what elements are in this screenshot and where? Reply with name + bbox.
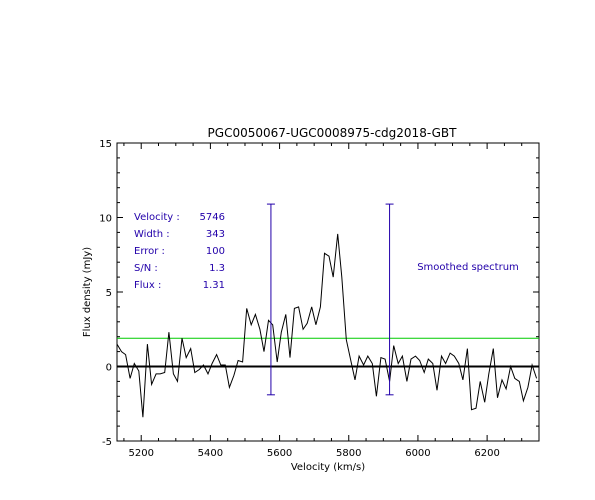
- spectrum-line: [116, 233, 538, 418]
- spectrum-series: [116, 233, 538, 418]
- x-tick-label: 6200: [474, 448, 499, 459]
- velocity-markers: [266, 203, 394, 396]
- chart-title: PGC0050067-UGC0008975-cdg2018-GBT: [208, 126, 458, 140]
- x-tick-label: 5800: [336, 448, 361, 459]
- stats-panel: Velocity : 5746 Width : 343 Error : 100 S/N : 1…: [134, 212, 225, 291]
- stat-value: 343: [206, 229, 225, 240]
- x-axis-label: Velocity (km/s): [291, 462, 365, 473]
- y-tick-label: 5: [106, 288, 112, 299]
- y-tick-label: 10: [99, 214, 112, 225]
- axis-ticks: 5200 5400 5600 5800 6000 6200 -5 0 5 10 15: [99, 139, 540, 459]
- stat-label: Width :: [134, 229, 170, 240]
- stat-value: 100: [206, 246, 225, 257]
- plot-frame: [116, 142, 540, 442]
- smoothed-spectrum-label: Smoothed spectrum: [417, 262, 519, 273]
- x-tick-label: 5600: [267, 448, 292, 459]
- stat-label: Flux :: [134, 280, 161, 291]
- stat-label: S/N :: [134, 263, 158, 274]
- stat-label: Error :: [134, 246, 165, 257]
- stat-value: 1.31: [203, 280, 225, 291]
- x-tick-label: 5400: [198, 448, 223, 459]
- y-tick-label: 0: [106, 363, 112, 374]
- stat-value: 5746: [200, 212, 225, 223]
- y-axis-label: Flux density (mJy): [82, 247, 93, 337]
- x-tick-label: 5200: [128, 448, 153, 459]
- stat-value: 1.3: [209, 263, 225, 274]
- stat-label: Velocity :: [134, 212, 180, 223]
- x-tick-label: 6000: [405, 448, 430, 459]
- y-tick-label: 15: [99, 139, 112, 150]
- y-tick-label: -5: [102, 437, 112, 448]
